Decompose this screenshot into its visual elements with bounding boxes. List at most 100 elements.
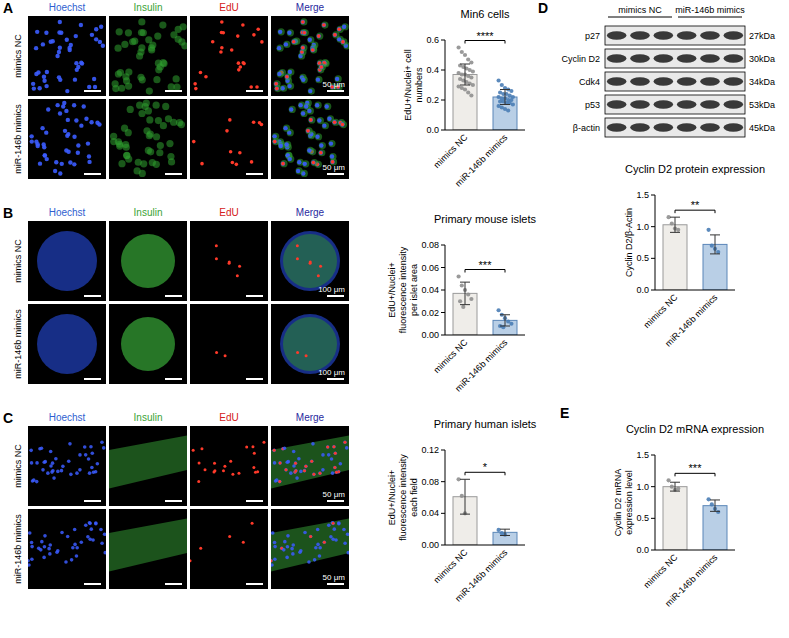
- cell-nucleus: [101, 44, 105, 48]
- cell-nucleus: [38, 161, 42, 165]
- cell-insulin: [145, 107, 152, 114]
- cell-insulin: [125, 82, 132, 89]
- y-tick-label: 0.04: [421, 508, 439, 518]
- cell-insulin: [302, 160, 309, 167]
- tissue-nucleus: [75, 546, 79, 550]
- cell-nucleus: [67, 48, 71, 52]
- cell-nucleus: [66, 132, 70, 136]
- cell-insulin: [153, 133, 160, 140]
- micrograph-bg: [28, 16, 106, 96]
- cell-nucleus: [43, 153, 47, 157]
- cell-insulin: [329, 153, 336, 160]
- micrograph-bg: [28, 99, 106, 179]
- micrograph: [271, 509, 349, 589]
- chart-title: Cyclin D2 protein expression: [625, 163, 765, 175]
- tissue-nucleus: [274, 479, 278, 483]
- cell-insulin: [116, 28, 123, 35]
- blot-strip: [605, 26, 745, 45]
- y-tick: [441, 545, 445, 546]
- tissue-edu: [335, 471, 338, 474]
- cell-nucleus: [86, 141, 90, 145]
- tissue-nucleus: [48, 552, 52, 556]
- cell-insulin: [287, 29, 294, 36]
- cell-nucleus: [296, 169, 300, 173]
- scale-bar-label: 50 μm: [323, 490, 346, 499]
- islet-edu: [296, 257, 299, 260]
- cell-nucleus: [58, 78, 62, 82]
- tissue-nucleus: [273, 461, 277, 465]
- channel-label: Hoechst: [49, 2, 86, 13]
- cell-edu: [333, 33, 337, 37]
- cell-insulin: [280, 160, 287, 167]
- blot-band: [607, 31, 627, 39]
- cell-nucleus: [307, 109, 311, 113]
- blot-band: [677, 123, 697, 131]
- micrograph: [109, 99, 187, 179]
- cell-edu: [250, 160, 254, 164]
- tissue-nucleus: [331, 522, 335, 526]
- micrograph-bg: [271, 221, 349, 301]
- cell-insulin: [143, 127, 150, 134]
- scale-bar: [165, 90, 182, 92]
- micrograph: [28, 221, 106, 301]
- tissue-edu: [323, 541, 326, 544]
- cell-nucleus: [36, 144, 40, 148]
- cell-insulin: [134, 167, 141, 174]
- y-tick: [651, 518, 655, 519]
- scale-bar: [84, 378, 101, 380]
- cell-insulin: [140, 29, 147, 36]
- cell-nucleus: [311, 160, 315, 164]
- error-bar: [500, 90, 510, 105]
- cell-edu: [312, 161, 316, 165]
- islet-nuclei: [280, 231, 340, 291]
- bar: [663, 225, 687, 290]
- y-tick-label: 0.00: [421, 540, 439, 550]
- blot-strip: [605, 118, 745, 137]
- cell-edu: [219, 50, 223, 54]
- tissue-nucleus: [41, 468, 45, 472]
- cell-nucleus: [58, 171, 62, 175]
- blot-protein: β-actin: [573, 123, 600, 133]
- cell-edu: [311, 48, 315, 52]
- tissue-nucleus: [346, 532, 349, 536]
- cell-nucleus: [79, 60, 83, 64]
- tissue-edu: [318, 472, 321, 475]
- tissue-edu: [326, 446, 329, 449]
- channel-label: Insulin: [134, 2, 163, 13]
- blot-band: [607, 77, 627, 85]
- cell-nucleus: [74, 61, 78, 65]
- lane-group-label: miR-146b mimics: [675, 5, 745, 15]
- cell-insulin: [342, 23, 349, 30]
- cell-nucleus: [79, 23, 83, 27]
- significance-label: *: [483, 461, 488, 473]
- cell-nucleus: [74, 118, 78, 122]
- tissue-edu: [190, 559, 192, 562]
- cell-insulin: [300, 110, 307, 117]
- row-label: mimics NC: [13, 239, 23, 283]
- cell-insulin: [121, 125, 128, 132]
- blot-size: 53kDa: [749, 100, 775, 110]
- tissue-edu: [312, 473, 315, 476]
- tissue-nucleus: [307, 560, 311, 564]
- micrograph: [109, 509, 187, 589]
- cell-insulin: [319, 142, 326, 149]
- blot-band: [677, 31, 697, 39]
- tissue-edu: [304, 465, 307, 468]
- islet-edu: [236, 274, 239, 277]
- cell-nucleus: [42, 79, 46, 83]
- tissue-nucleus: [103, 532, 106, 536]
- cell-insulin: [316, 32, 323, 39]
- tissue-nucleus: [100, 440, 104, 444]
- tissue-nucleus: [69, 473, 73, 477]
- cell-nucleus: [273, 139, 277, 143]
- cell-edu: [252, 120, 256, 124]
- cell-nucleus: [42, 75, 46, 79]
- cell-edu: [241, 23, 245, 27]
- blot-band: [630, 100, 650, 108]
- y-tick-label: 0.08: [421, 240, 439, 250]
- cell-insulin: [283, 41, 290, 48]
- cell-insulin: [284, 141, 291, 148]
- cell-nucleus: [40, 126, 44, 130]
- cell-insulin: [291, 38, 298, 45]
- tissue-edu: [213, 469, 216, 472]
